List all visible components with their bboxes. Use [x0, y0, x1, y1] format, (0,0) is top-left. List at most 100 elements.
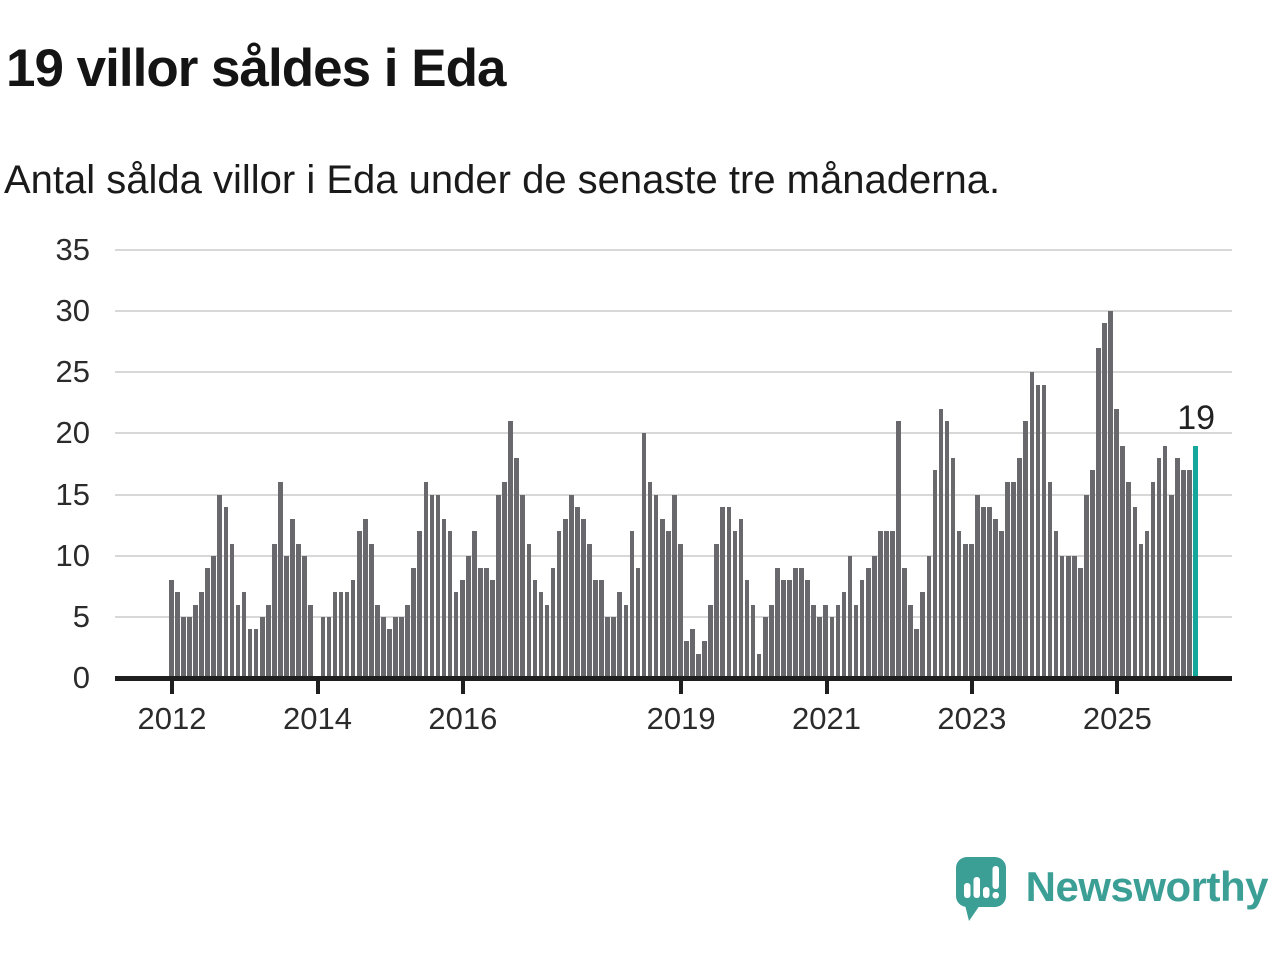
bar: [453, 592, 459, 678]
bar: [290, 519, 295, 678]
bar: [235, 604, 241, 678]
bar: [538, 592, 544, 678]
bar: [865, 567, 871, 678]
bar: [587, 543, 592, 678]
x-axis-tick-2023: [969, 681, 974, 694]
bar: [362, 519, 368, 678]
bar: [859, 580, 865, 678]
bar: [223, 506, 229, 678]
bar: [908, 604, 913, 678]
bar: [459, 580, 465, 678]
bar: [550, 567, 556, 678]
bar: [1150, 482, 1156, 678]
bar: [405, 604, 410, 678]
bar: [1017, 457, 1023, 678]
bar: [447, 531, 453, 678]
bar: [647, 482, 653, 678]
bar: [696, 653, 701, 678]
bar: [502, 482, 507, 678]
bar: [1090, 470, 1095, 678]
bar: [1126, 482, 1132, 678]
bar: [1156, 457, 1162, 678]
x-axis-tick-2021: [824, 681, 829, 694]
x-axis-label-2014: 2014: [283, 701, 352, 736]
bar: [350, 580, 356, 678]
bar: [211, 555, 217, 678]
bar: [381, 616, 386, 679]
bar: [1065, 555, 1071, 678]
brand-name: Newsworthy: [1025, 863, 1269, 910]
bar: [1078, 567, 1083, 678]
bar: [241, 592, 247, 678]
bar: [302, 555, 307, 678]
bar: [175, 592, 180, 678]
bar: [1084, 494, 1089, 678]
bar: [478, 567, 483, 678]
bar: [956, 531, 962, 678]
bar: [805, 580, 810, 678]
bar: [1174, 457, 1180, 678]
bar: [932, 470, 938, 678]
x-axis-tick-2012: [170, 681, 174, 694]
bar: [526, 543, 532, 678]
bar: [496, 494, 501, 678]
bar: [368, 543, 374, 678]
bar: [1108, 311, 1113, 678]
bar: [253, 629, 259, 678]
bar: [962, 543, 968, 678]
bar: [544, 604, 550, 678]
bar: [417, 531, 423, 678]
bar: [193, 604, 198, 678]
bar: [399, 616, 404, 679]
bar: [411, 567, 417, 678]
bar: [387, 629, 392, 678]
bar: [556, 531, 562, 678]
bar: [744, 580, 750, 678]
bar: [1132, 506, 1138, 678]
bar: [229, 543, 235, 678]
bar: [441, 519, 447, 678]
latest-value-label: 19: [1177, 398, 1216, 437]
bar: [1071, 555, 1077, 678]
bar: [508, 421, 513, 678]
x-axis-line: [115, 676, 1232, 681]
bar: [665, 531, 671, 678]
bar: [787, 580, 792, 678]
bar: [702, 641, 707, 678]
x-axis-tick-2025: [1115, 681, 1120, 694]
bar: [1053, 531, 1059, 678]
bar: [1168, 494, 1174, 678]
bar: [974, 494, 980, 678]
y-axis-label-20: 20: [55, 415, 90, 451]
bar: [181, 616, 186, 679]
y-axis-label-5: 5: [72, 598, 90, 634]
bar: [890, 531, 895, 678]
bar: [520, 494, 526, 678]
bar: [1120, 445, 1126, 678]
bar: [926, 555, 932, 678]
bar: [1005, 482, 1010, 678]
bar: [593, 580, 598, 678]
bar: [1138, 543, 1144, 678]
x-axis-label-2023: 2023: [937, 701, 1007, 736]
bar: [472, 531, 477, 678]
gridline-y-35: [115, 248, 1232, 251]
bar: [617, 592, 623, 678]
bar: [653, 494, 659, 678]
y-axis-label-35: 35: [55, 231, 90, 267]
y-axis-label-15: 15: [55, 476, 90, 512]
bar: [320, 616, 326, 679]
bar: [823, 604, 829, 678]
bar: [847, 555, 853, 678]
bar: [775, 567, 780, 678]
x-axis-tick-2016: [460, 681, 465, 694]
bar: [659, 519, 665, 678]
bar: [671, 494, 677, 678]
bar: [708, 604, 713, 678]
gridline-y-30: [115, 310, 1232, 313]
bar: [999, 531, 1004, 678]
bar: [562, 519, 568, 678]
bar-latest-highlight: [1193, 445, 1198, 678]
x-axis-label-2019: 2019: [646, 701, 716, 736]
bar: [187, 616, 192, 679]
